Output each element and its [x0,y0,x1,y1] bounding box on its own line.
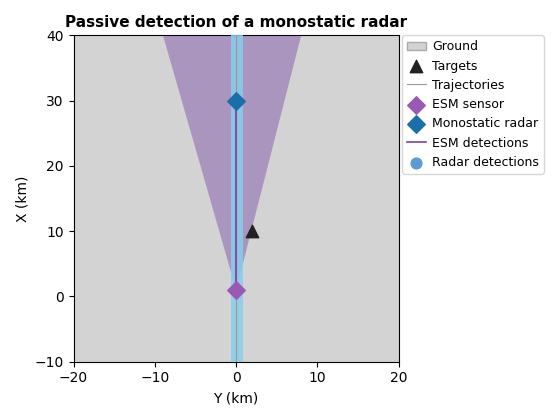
ESM sensor [232,286,241,293]
X-axis label: Y (km): Y (km) [213,391,259,405]
Title: Passive detection of a monostatic radar: Passive detection of a monostatic radar [65,15,407,30]
Polygon shape [163,35,301,290]
Legend: Ground, Targets, Trajectories, ESM sensor, Monostatic radar, ESM detections, Rad: Ground, Targets, Trajectories, ESM senso… [402,35,544,174]
Monostatic radar [232,97,241,104]
ESM detections [233,287,240,292]
Polygon shape [231,35,244,362]
Radar detections [232,97,241,104]
Targets [248,228,257,234]
Y-axis label: X (km): X (km) [15,175,29,222]
ESM detections [233,98,240,103]
